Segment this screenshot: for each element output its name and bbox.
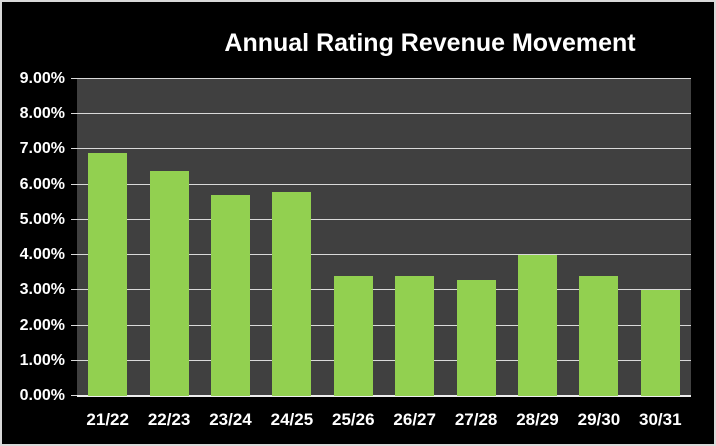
x-axis-line [77, 395, 691, 397]
bar-23-24 [211, 195, 250, 396]
bar-30-31 [640, 290, 680, 396]
x-axis-category-label: 23/24 [209, 410, 252, 429]
gridline [77, 324, 691, 326]
x-axis-category-label: 27/28 [454, 410, 498, 429]
y-axis-tick [71, 254, 77, 256]
x-axis-category-label: 26/27 [393, 410, 436, 429]
gridline [77, 78, 691, 79]
gridline [77, 218, 691, 220]
bar-21-22 [88, 152, 128, 396]
y-axis-tick-label: 6.00% [19, 175, 65, 193]
y-axis-tick-label: 1.00% [19, 351, 65, 369]
y-axis-tick [71, 289, 77, 291]
y-axis-tick-label: 4.00% [19, 246, 65, 264]
y-axis-tick-label: 3.00% [19, 281, 65, 299]
y-axis-tick [71, 78, 77, 79]
bar-24-25 [272, 191, 312, 396]
gridline [77, 359, 691, 361]
gridline [77, 148, 691, 150]
x-axis-category-label: 22/23 [147, 410, 191, 429]
y-axis-tick-label: 9.00% [19, 70, 65, 87]
bar-25-26 [333, 276, 373, 396]
y-axis-tick [71, 183, 77, 185]
y-axis-tick-label: 2.00% [19, 316, 65, 334]
gridline [77, 254, 691, 256]
x-axis-category-label: 29/30 [577, 410, 621, 429]
gridline [77, 289, 691, 291]
bar-22-23 [149, 170, 189, 396]
bar-26-27 [395, 276, 435, 396]
y-axis-tick-label: 0.00% [19, 387, 65, 404]
gridline [77, 183, 691, 185]
x-axis-category-label: 28/29 [516, 410, 559, 429]
y-axis-tick [71, 324, 77, 326]
y-axis-tick [71, 359, 77, 361]
bar-29-30 [579, 276, 619, 396]
x-axis-category-label: 24/25 [270, 410, 314, 429]
y-axis-tick [71, 218, 77, 220]
y-axis-tick [71, 395, 77, 396]
y-axis-tick-label: 7.00% [19, 140, 65, 158]
y-axis-tick-label: 5.00% [19, 210, 65, 228]
bar-28-29 [518, 255, 557, 396]
x-axis-category-label: 25/26 [332, 410, 375, 429]
y-axis-tick [71, 113, 77, 115]
bar-27-28 [456, 279, 496, 396]
chart-title: Annual Rating Revenue Movement [224, 29, 636, 57]
gridline [77, 113, 691, 115]
x-axis-category-label: 30/31 [639, 410, 682, 429]
y-axis-tick [71, 148, 77, 150]
y-axis-tick-label: 8.00% [19, 105, 65, 123]
x-axis-category-label: 21/22 [86, 410, 129, 429]
